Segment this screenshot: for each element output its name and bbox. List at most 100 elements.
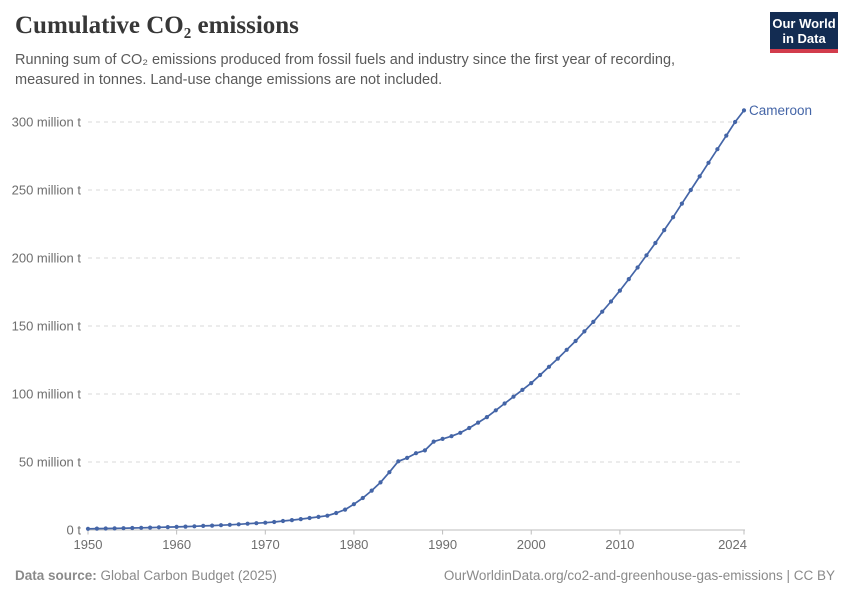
data-point	[85, 526, 91, 531]
data-point	[183, 524, 188, 529]
data-point	[422, 448, 427, 453]
data-point	[156, 525, 161, 530]
y-axis-label: 300 million t	[12, 115, 82, 130]
data-point	[298, 517, 303, 522]
data-point	[343, 507, 348, 512]
data-point	[94, 526, 99, 531]
y-axis-label: 150 million t	[12, 319, 82, 334]
data-point	[405, 455, 410, 460]
chart-subtitle-line1: Running sum of CO₂ emissions produced fr…	[15, 52, 676, 68]
data-point	[671, 215, 676, 220]
data-point	[733, 119, 738, 125]
data-point	[289, 518, 294, 523]
x-axis-label: 2000	[517, 537, 546, 552]
data-point	[165, 525, 170, 530]
data-point	[449, 434, 454, 439]
x-axis-label: 2024	[718, 537, 747, 552]
data-point	[635, 265, 640, 270]
data-point	[174, 524, 179, 530]
data-point	[520, 387, 525, 392]
data-point	[351, 502, 356, 507]
y-axis-label: 0 t	[67, 523, 82, 538]
data-point	[626, 277, 631, 282]
data-point	[254, 521, 259, 526]
data-point	[741, 108, 747, 113]
data-point	[121, 526, 126, 531]
data-point	[600, 309, 605, 314]
data-point	[112, 526, 117, 531]
chart-footer: Data source: Global Carbon Budget (2025)…	[15, 568, 835, 583]
data-point	[679, 201, 685, 206]
data-point	[529, 381, 534, 386]
y-axis-label: 200 million t	[12, 251, 82, 266]
chart-subtitle: Running sum of CO₂ emissions produced fr…	[15, 50, 715, 90]
x-axis-label: 1970	[251, 537, 280, 552]
data-point	[688, 187, 693, 193]
series-label-cameroon[interactable]: Cameroon	[749, 103, 812, 118]
y-axis-label: 50 million t	[19, 455, 82, 470]
x-axis-label: 1950	[74, 537, 103, 552]
footer-citation-link[interactable]: OurWorldinData.org/co2-and-greenhouse-ga…	[443, 568, 835, 583]
data-point	[245, 521, 250, 526]
data-point	[360, 495, 365, 501]
data-point	[644, 253, 649, 258]
x-axis-label: 1960	[162, 537, 191, 552]
data-point	[130, 525, 135, 531]
data-point	[467, 425, 472, 431]
data-point	[210, 523, 215, 528]
owid-logo-line2: in Data	[782, 31, 826, 46]
data-point	[608, 299, 614, 304]
data-point	[431, 439, 436, 444]
data-point	[413, 451, 419, 456]
data-point	[582, 329, 587, 334]
data-point	[502, 401, 507, 406]
data-source-label: Data source:	[15, 568, 97, 583]
owid-logo[interactable]: Our World in Data	[770, 12, 838, 53]
data-point	[378, 480, 383, 485]
data-point	[715, 147, 720, 152]
data-line-cameroon[interactable]	[87, 109, 745, 530]
data-point	[511, 394, 516, 399]
data-point	[564, 347, 569, 352]
data-point	[263, 520, 268, 525]
data-point	[280, 518, 286, 524]
data-point	[538, 372, 543, 378]
data-point	[484, 415, 489, 420]
data-point	[440, 436, 445, 441]
data-point	[476, 420, 481, 425]
data-point	[307, 515, 312, 521]
owid-logo-line1: Our World	[772, 16, 836, 31]
data-point	[227, 522, 232, 527]
data-point	[555, 356, 560, 361]
data-source-value: Global Carbon Budget (2025)	[100, 568, 277, 583]
chart-title: Cumulative CO₂ emissions	[15, 12, 299, 39]
data-point	[617, 288, 623, 293]
data-point	[103, 526, 108, 531]
chart-subtitle-line2: measured in tonnes. Land-use change emis…	[15, 72, 443, 88]
data-point	[325, 513, 330, 518]
data-point	[334, 510, 339, 516]
data-point	[316, 514, 321, 520]
data-point	[662, 228, 667, 233]
data-point	[148, 525, 153, 530]
data-source-note: Data source: Global Carbon Budget (2025)	[15, 568, 277, 583]
data-point	[369, 488, 374, 493]
data-point	[724, 133, 729, 138]
data-point	[387, 470, 392, 475]
data-point	[396, 459, 401, 464]
y-axis-label: 250 million t	[12, 183, 82, 198]
data-point	[697, 174, 702, 179]
y-axis-label: 100 million t	[12, 387, 82, 402]
data-point	[573, 338, 578, 344]
data-point	[591, 319, 596, 324]
data-point	[493, 408, 498, 413]
data-point	[458, 430, 463, 435]
data-point	[706, 160, 711, 165]
data-point	[236, 522, 241, 527]
data-point	[139, 525, 144, 530]
data-point	[272, 519, 277, 525]
data-point	[653, 240, 658, 246]
data-point	[192, 524, 197, 529]
